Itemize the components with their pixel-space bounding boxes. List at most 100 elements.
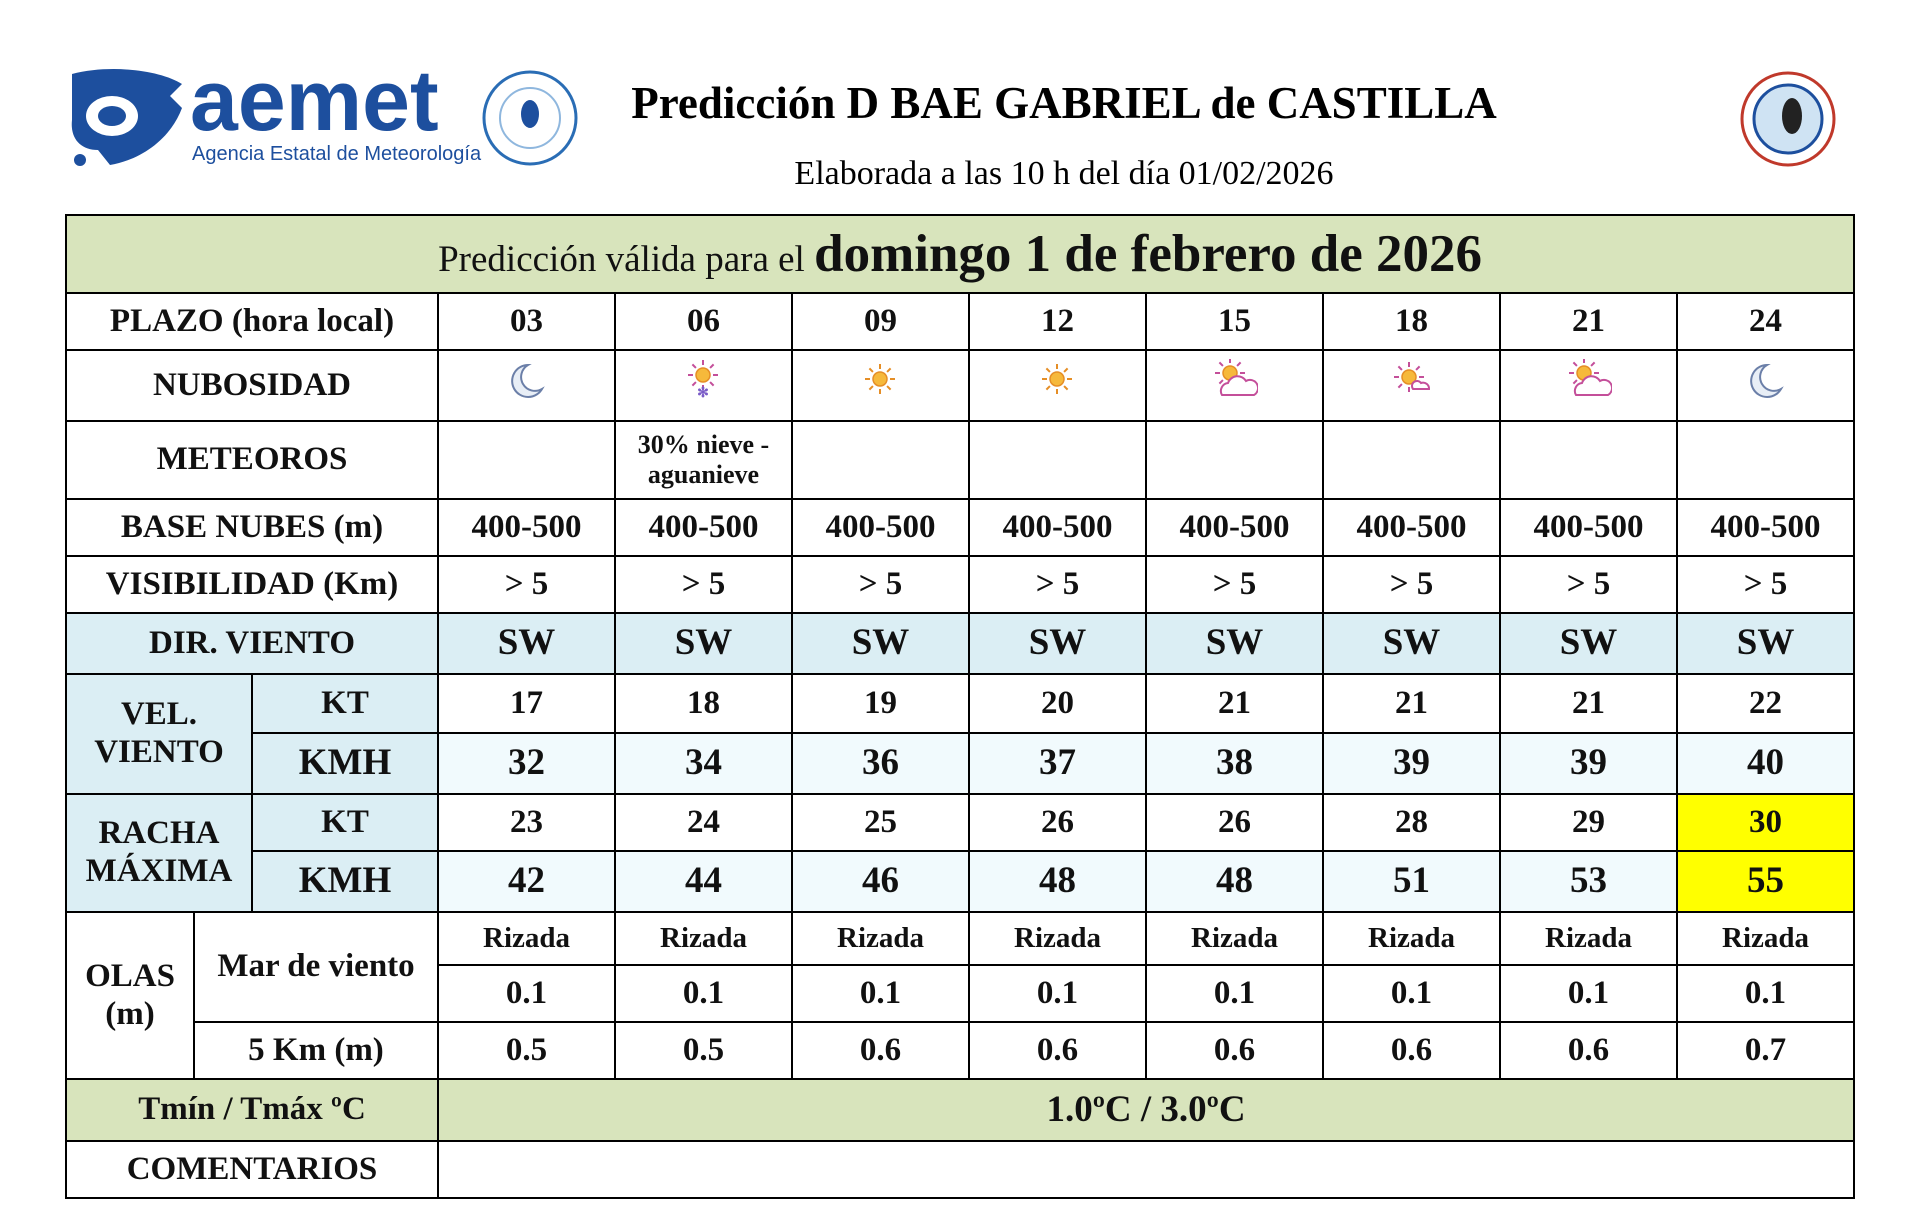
row-label: DIR. VIENTO	[65, 612, 439, 675]
caption: Predicción válida para el domingo 1 de f…	[64, 214, 1856, 294]
sun-ray	[1589, 361, 1595, 367]
wind-dir: SW	[968, 612, 1147, 675]
wind-kt: 18	[614, 673, 793, 734]
gust-kt: 28	[1322, 793, 1501, 852]
empty-cell	[1322, 420, 1501, 500]
weather-icon	[510, 363, 545, 398]
sun-ray	[708, 363, 714, 369]
gust-kmh: 42	[437, 850, 616, 913]
visibility: > 5	[614, 555, 793, 614]
hour: 21	[1499, 292, 1678, 351]
visibility: > 5	[791, 555, 970, 614]
wind-dir: SW	[1322, 612, 1501, 675]
gust-kt: 23	[437, 793, 616, 852]
weather-icon	[1041, 363, 1072, 394]
wind-dir: SW	[791, 612, 970, 675]
cloud-base: 400-500	[614, 498, 793, 557]
table-row: COMENTARIOS	[65, 1140, 1856, 1199]
icon-cell	[437, 349, 616, 422]
row-label: OLAS (m)	[65, 911, 195, 1080]
sea-height-5km: 0.7	[1675, 1021, 1856, 1080]
sea-state: Rizada	[614, 911, 793, 966]
moon	[1749, 363, 1784, 398]
row-label: NUBOSIDAD	[65, 349, 439, 422]
row-label: COMENTARIOS	[65, 1140, 439, 1199]
sun-ray	[868, 384, 874, 390]
unit-label: KT	[251, 673, 439, 734]
sea-height: 0.1	[437, 964, 616, 1023]
snowflake: ✻	[697, 386, 709, 401]
sun-ray	[1414, 365, 1420, 371]
gust-kmh: 46	[791, 850, 970, 913]
visibility: > 5	[1322, 555, 1501, 614]
weather-icon: ✻	[687, 359, 718, 401]
row-label: VEL. VIENTO	[65, 673, 253, 795]
sea-height-5km: 0.5	[614, 1021, 793, 1080]
gust-kt: 25	[791, 793, 970, 852]
wind-dir: SW	[437, 612, 616, 675]
icon-cell	[968, 349, 1147, 422]
sun-ray	[1397, 365, 1403, 371]
table-row: KMH 32 34 36 37 38 39 39 40	[66, 732, 1856, 795]
wind-dir: SW	[1675, 612, 1856, 675]
table-row: NUBOSIDAD ✻	[65, 349, 1856, 422]
sea-height-5km: 0.5	[437, 1021, 616, 1080]
wind-kmh: 38	[1145, 732, 1324, 795]
weather-icon	[1214, 357, 1259, 396]
moon	[510, 363, 545, 398]
cloud-base: 400-500	[1499, 498, 1678, 557]
cloud-base: 400-500	[968, 498, 1147, 557]
table-row: METEOROS 30% nieve - aguanieve	[65, 420, 1856, 500]
hour: 03	[437, 292, 616, 351]
sea-height: 0.1	[614, 964, 793, 1023]
row-label: 5 Km (m)	[193, 1021, 439, 1080]
sun-ray	[1062, 384, 1068, 390]
icon-cell	[1675, 349, 1856, 422]
hour: 18	[1322, 292, 1501, 351]
wind-kmh: 32	[437, 732, 616, 795]
sun	[1048, 370, 1065, 387]
table-row: KMH 42 44 46 48 48 51 53 55	[66, 850, 1856, 913]
sun	[1400, 368, 1417, 385]
wind-kmh: 39	[1322, 732, 1501, 795]
wind-kt: 20	[968, 673, 1147, 734]
meteoro: 30% nieve - aguanieve	[614, 420, 793, 500]
icon-cell	[1499, 349, 1678, 422]
row-label: PLAZO (hora local)	[65, 292, 439, 351]
table-row: Tmín / Tmáx ºC 1.0ºC / 3.0ºC	[65, 1078, 1856, 1142]
row-label: BASE NUBES (m)	[65, 498, 439, 557]
table-row: DIR. VIENTO SW SW SW SW SW SW SW SW	[65, 612, 1856, 675]
wind-kt: 17	[437, 673, 616, 734]
agency: Agencia Estatal de Meteorología	[192, 143, 482, 165]
campaign-badge	[482, 70, 578, 166]
wind-kmh: 40	[1675, 732, 1856, 795]
cloud	[1219, 374, 1259, 396]
sun-ray	[1218, 378, 1224, 384]
sea-state: Rizada	[437, 911, 616, 966]
table-row: 0.1 0.1 0.1 0.1 0.1 0.1 0.1 0.1	[66, 964, 1856, 1023]
badge-penguin	[521, 100, 539, 128]
visibility: > 5	[1145, 555, 1324, 614]
visibility: > 5	[1675, 555, 1856, 614]
sea-state: Rizada	[968, 911, 1147, 966]
unit-label: KMH	[251, 850, 439, 913]
gust-kt: 26	[1145, 793, 1324, 852]
empty-cell	[1145, 420, 1324, 500]
sea-height: 0.1	[791, 964, 970, 1023]
sea-height-5km: 0.6	[1322, 1021, 1501, 1080]
cloud-base: 400-500	[1145, 498, 1324, 557]
hour: 24	[1675, 292, 1856, 351]
wind-kt: 21	[1322, 673, 1501, 734]
weather-icon	[1568, 357, 1613, 396]
sun-ray	[1045, 367, 1051, 373]
empty-cell	[968, 420, 1147, 500]
wind-dir: SW	[1145, 612, 1324, 675]
wind-kt: 22	[1675, 673, 1856, 734]
wind-kt: 21	[1499, 673, 1678, 734]
logo-ring	[98, 106, 126, 126]
sun-ray	[1045, 384, 1051, 390]
sun	[694, 366, 711, 383]
gust-kt: 24	[614, 793, 793, 852]
base-badge	[1740, 71, 1836, 167]
